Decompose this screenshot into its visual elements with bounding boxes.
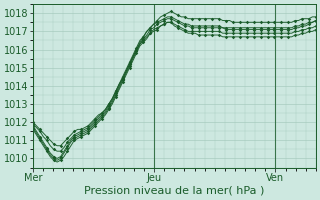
X-axis label: Pression niveau de la mer( hPa ): Pression niveau de la mer( hPa ) [84, 186, 265, 196]
